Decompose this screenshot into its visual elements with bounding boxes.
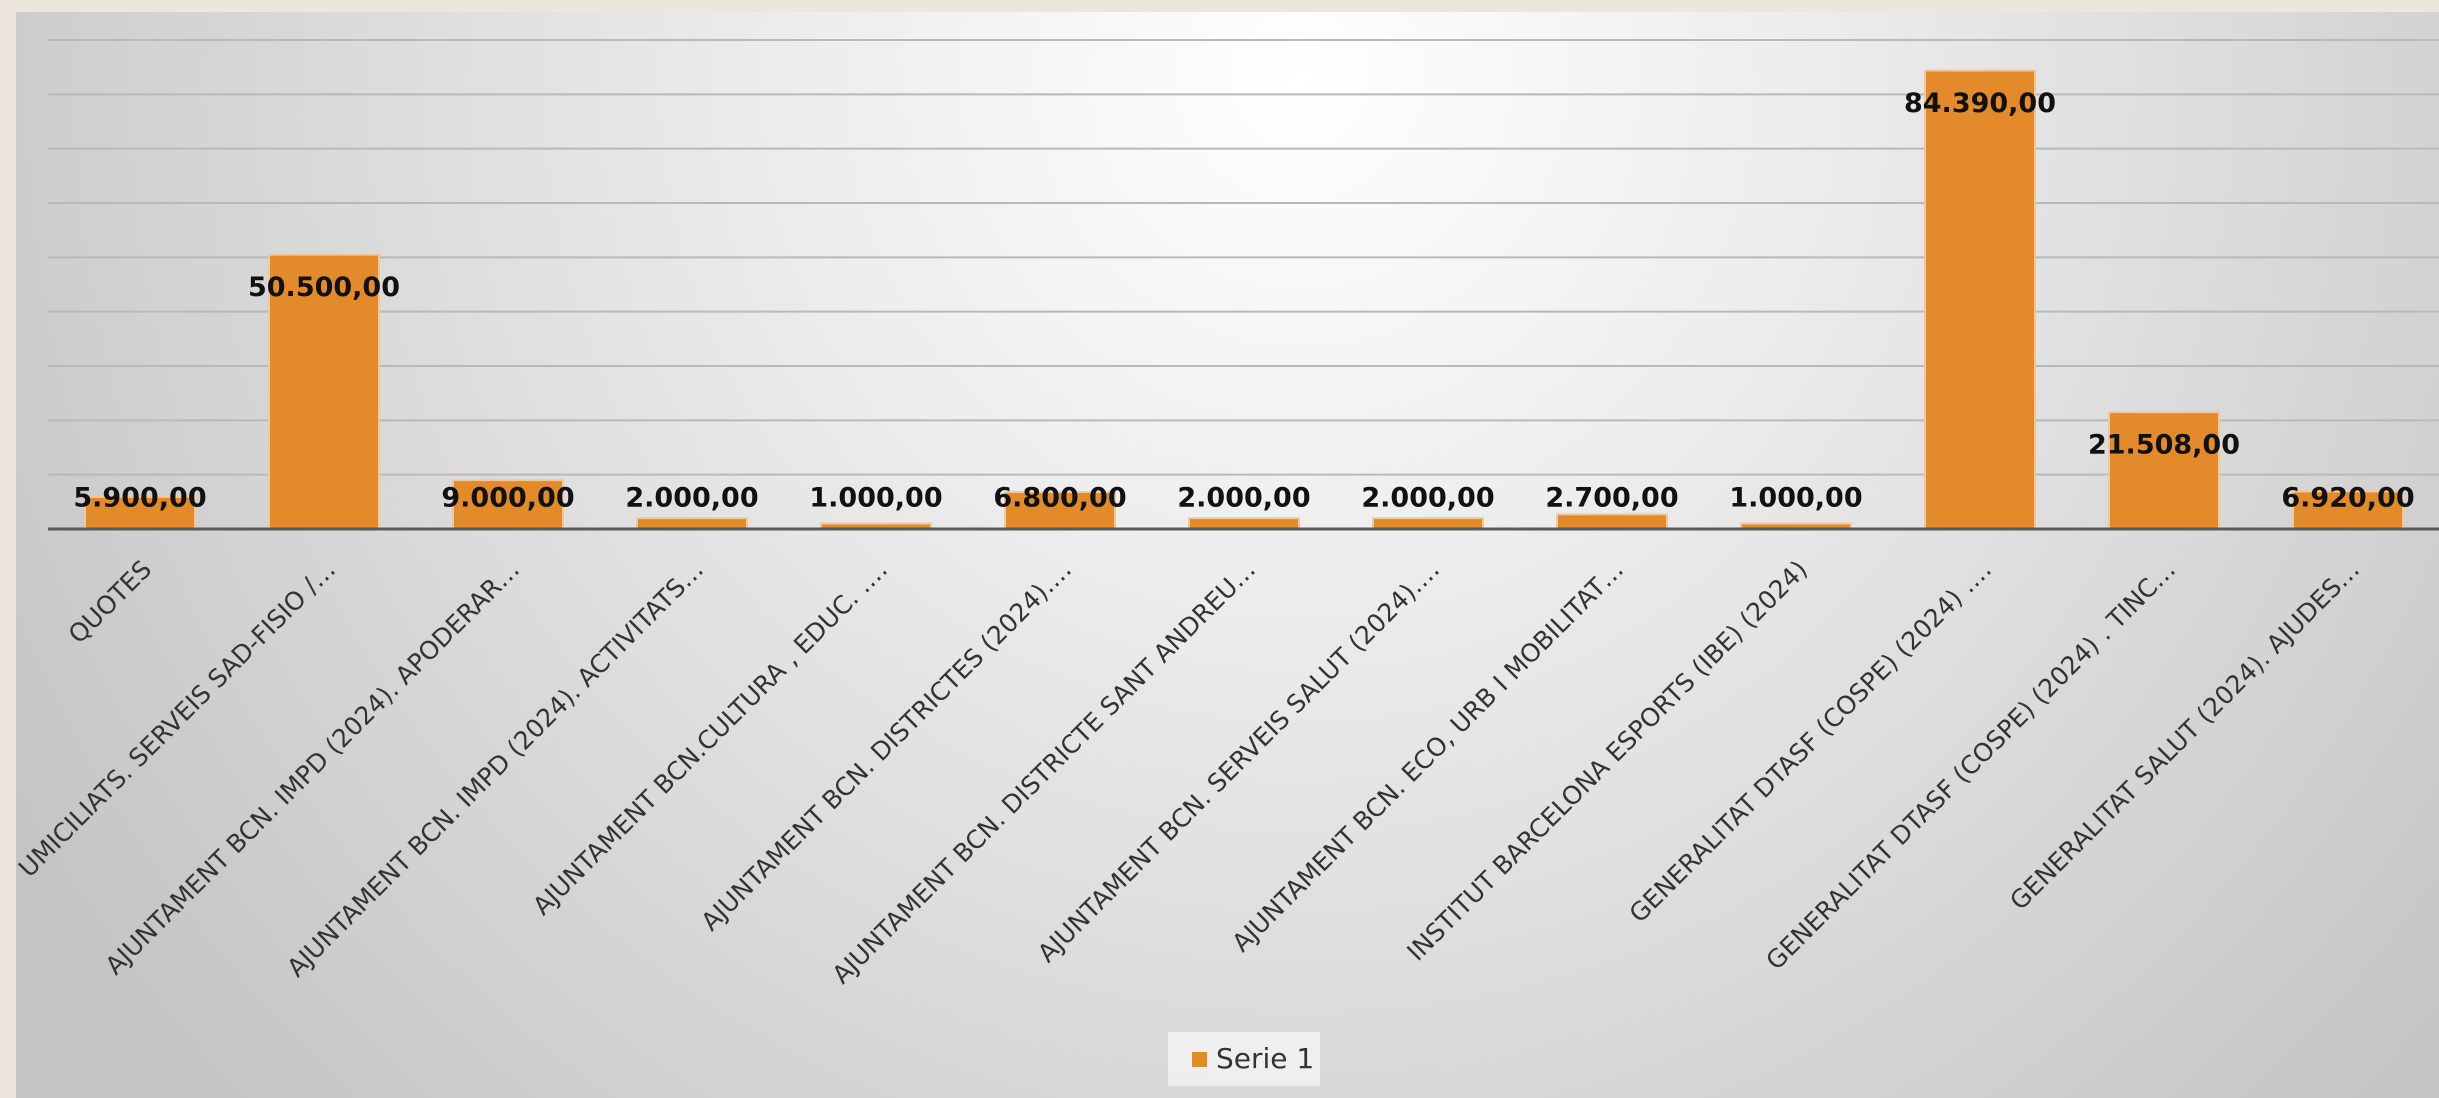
data-label: 1.000,00 <box>809 483 942 514</box>
legend-swatch <box>1192 1052 1207 1067</box>
data-label: 1.000,00 <box>1729 483 1862 514</box>
data-label: 6.920,00 <box>2281 483 2414 514</box>
data-label: 9.000,00 <box>441 483 574 514</box>
bar <box>452 479 564 531</box>
data-label: 50.500,00 <box>248 272 400 303</box>
data-label: 84.390,00 <box>1904 88 2056 119</box>
legend-label: Serie 1 <box>1216 1042 1314 1075</box>
bar <box>1004 491 1116 531</box>
bar <box>636 517 748 531</box>
bar <box>1924 69 2036 531</box>
bar <box>1188 517 1300 531</box>
bar <box>84 495 196 530</box>
data-label: 6.800,00 <box>993 483 1126 514</box>
data-label: 21.508,00 <box>2088 430 2240 461</box>
bar <box>1556 513 1668 531</box>
data-label: 2.000,00 <box>625 483 758 514</box>
bar <box>2108 411 2220 530</box>
data-label: 2.000,00 <box>1361 483 1494 514</box>
bar <box>1372 517 1484 531</box>
data-label: 5.900,00 <box>73 483 206 514</box>
data-label: 2.700,00 <box>1545 483 1678 514</box>
data-label: 2.000,00 <box>1177 483 1310 514</box>
